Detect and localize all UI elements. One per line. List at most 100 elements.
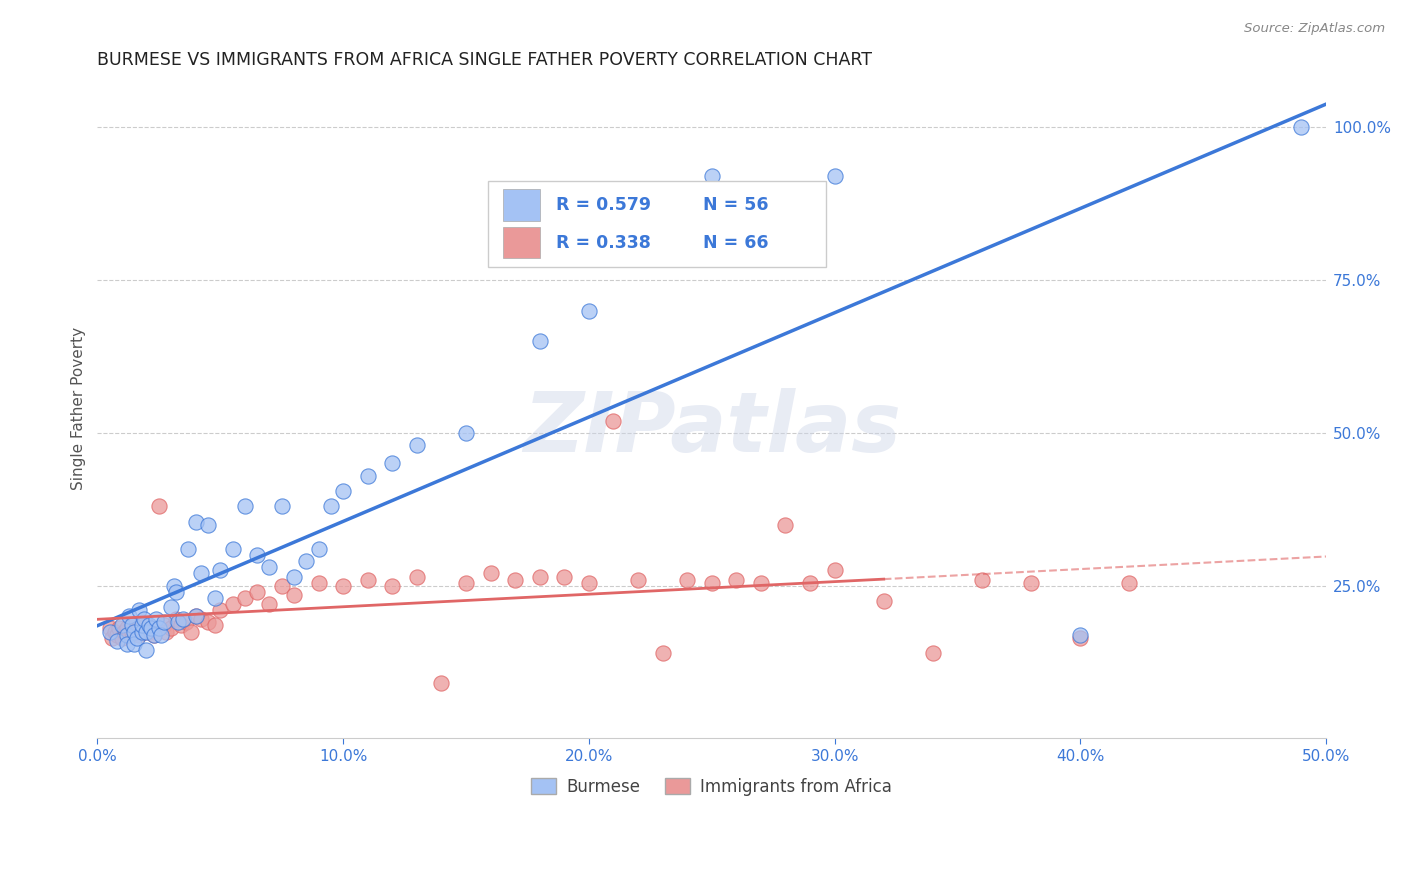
- Point: [381, 457, 404, 471]
- Point: [148, 622, 170, 636]
- Point: [122, 618, 145, 632]
- Point: [651, 646, 673, 660]
- Point: [112, 624, 135, 639]
- Point: [125, 624, 148, 639]
- Point: [319, 500, 342, 514]
- Point: [141, 622, 163, 636]
- Point: [190, 566, 212, 581]
- Text: N = 56: N = 56: [703, 196, 769, 214]
- FancyBboxPatch shape: [503, 189, 540, 220]
- Point: [132, 612, 155, 626]
- Point: [873, 594, 896, 608]
- Point: [118, 627, 141, 641]
- Point: [204, 618, 226, 632]
- Point: [150, 627, 173, 641]
- Point: [970, 573, 993, 587]
- Point: [122, 624, 145, 639]
- Point: [332, 483, 354, 498]
- Point: [115, 622, 138, 636]
- Point: [105, 633, 128, 648]
- Point: [160, 622, 183, 636]
- Point: [627, 573, 650, 587]
- Point: [700, 575, 723, 590]
- Point: [122, 637, 145, 651]
- Point: [283, 588, 305, 602]
- Point: [184, 609, 207, 624]
- Point: [197, 517, 219, 532]
- Text: R = 0.579: R = 0.579: [555, 196, 651, 214]
- Point: [184, 609, 207, 624]
- Point: [98, 622, 121, 636]
- Point: [308, 541, 330, 556]
- Point: [221, 597, 243, 611]
- Text: Source: ZipAtlas.com: Source: ZipAtlas.com: [1244, 22, 1385, 36]
- Point: [381, 579, 404, 593]
- Point: [430, 676, 453, 690]
- Point: [142, 627, 165, 641]
- Text: N = 66: N = 66: [703, 234, 769, 252]
- Point: [98, 624, 121, 639]
- Point: [170, 618, 193, 632]
- Y-axis label: Single Father Poverty: Single Father Poverty: [72, 327, 86, 490]
- Point: [553, 569, 575, 583]
- Point: [105, 627, 128, 641]
- Point: [921, 646, 943, 660]
- Point: [138, 618, 160, 632]
- Point: [503, 573, 526, 587]
- Point: [135, 618, 157, 632]
- Point: [165, 584, 187, 599]
- Point: [627, 243, 650, 257]
- Point: [209, 563, 232, 577]
- Point: [152, 615, 174, 630]
- Point: [295, 554, 318, 568]
- Point: [121, 618, 143, 632]
- Point: [332, 579, 354, 593]
- Point: [1291, 120, 1313, 135]
- Point: [141, 622, 163, 636]
- Point: [209, 603, 232, 617]
- Point: [184, 515, 207, 529]
- Point: [221, 541, 243, 556]
- Point: [259, 597, 281, 611]
- Point: [131, 618, 153, 632]
- Point: [775, 517, 797, 532]
- Point: [128, 603, 150, 617]
- Point: [1069, 631, 1091, 645]
- Point: [197, 615, 219, 630]
- FancyBboxPatch shape: [488, 181, 825, 267]
- Point: [162, 579, 184, 593]
- Point: [108, 622, 131, 636]
- Point: [246, 584, 269, 599]
- Legend: Burmese, Immigrants from Africa: Burmese, Immigrants from Africa: [524, 772, 898, 803]
- Point: [270, 579, 292, 593]
- Point: [454, 425, 477, 440]
- Point: [132, 624, 155, 639]
- Point: [190, 612, 212, 626]
- FancyBboxPatch shape: [503, 227, 540, 259]
- Point: [177, 541, 200, 556]
- Point: [308, 575, 330, 590]
- Point: [799, 575, 821, 590]
- Point: [356, 468, 378, 483]
- Point: [405, 569, 427, 583]
- Point: [101, 631, 124, 645]
- Text: R = 0.338: R = 0.338: [555, 234, 651, 252]
- Point: [142, 627, 165, 641]
- Point: [180, 624, 202, 639]
- Point: [115, 627, 138, 641]
- Text: ZIPatlas: ZIPatlas: [523, 388, 901, 469]
- Point: [824, 169, 846, 184]
- Point: [135, 643, 157, 657]
- Point: [405, 438, 427, 452]
- Point: [131, 624, 153, 639]
- Point: [145, 612, 167, 626]
- Point: [1069, 627, 1091, 641]
- Point: [529, 569, 551, 583]
- Point: [174, 615, 197, 630]
- Point: [479, 566, 502, 581]
- Point: [172, 612, 194, 626]
- Point: [118, 609, 141, 624]
- Point: [578, 303, 600, 318]
- Point: [725, 573, 748, 587]
- Text: BURMESE VS IMMIGRANTS FROM AFRICA SINGLE FATHER POVERTY CORRELATION CHART: BURMESE VS IMMIGRANTS FROM AFRICA SINGLE…: [97, 51, 872, 69]
